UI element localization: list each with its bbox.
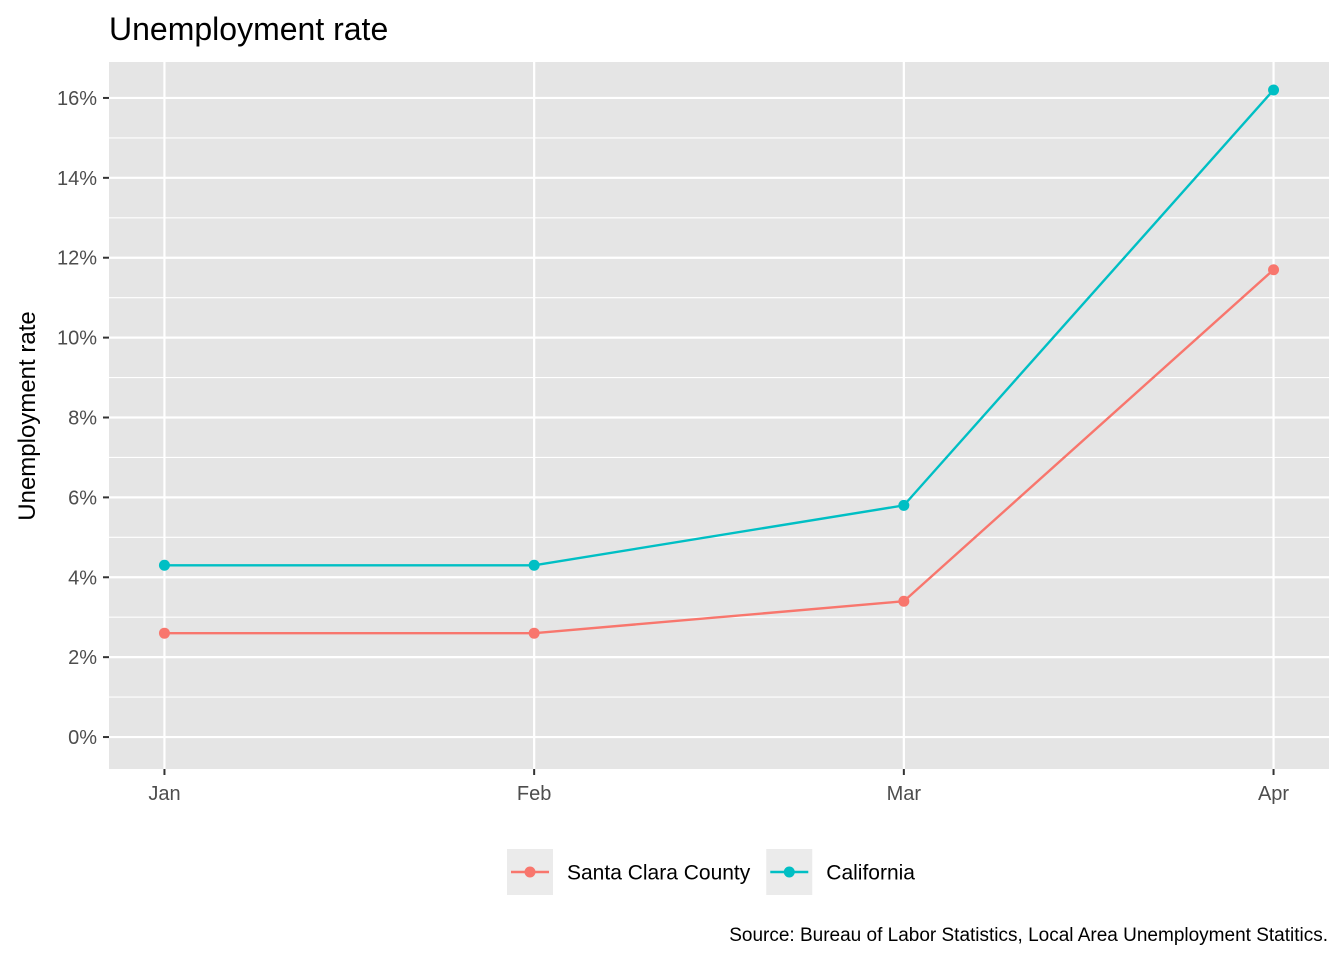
- y-tick-label: 0%: [68, 727, 97, 749]
- legend-item: Santa Clara County: [507, 849, 751, 895]
- y-tick-label: 10%: [57, 328, 97, 350]
- data-point: [158, 627, 170, 639]
- x-tick-label: Mar: [887, 783, 922, 805]
- data-point: [528, 559, 540, 571]
- data-point: [528, 627, 540, 639]
- series-santa-clara-county: [158, 264, 1280, 639]
- data-point: [1268, 264, 1280, 276]
- legend-key-point: [783, 866, 795, 878]
- y-axis: 0% 2% 4% 6% 8% 10% 12% 14% 16%: [57, 88, 109, 749]
- series-layer: [158, 84, 1280, 639]
- y-tick-label: 14%: [57, 168, 97, 190]
- legend-label: Santa Clara County: [567, 862, 751, 885]
- x-tick-label: Jan: [148, 783, 180, 805]
- series-line: [164, 89, 1275, 567]
- legend-key-point: [524, 866, 536, 878]
- data-point: [898, 499, 910, 511]
- y-tick-label: 16%: [57, 88, 97, 110]
- chart-title: Unemployment rate: [109, 11, 388, 47]
- legend: Santa Clara County California: [507, 849, 915, 895]
- data-point: [158, 559, 170, 571]
- series-line: [164, 268, 1275, 635]
- data-point: [898, 595, 910, 607]
- y-tick-label: 2%: [68, 647, 97, 669]
- major-gridlines: [109, 62, 1329, 769]
- legend-item: California: [766, 849, 915, 895]
- minor-gridlines: [109, 137, 1329, 698]
- x-tick-label: Feb: [517, 783, 551, 805]
- y-tick-label: 6%: [68, 487, 97, 509]
- x-tick-label: Apr: [1258, 783, 1289, 805]
- y-tick-label: 8%: [68, 407, 97, 429]
- plot-panel: [109, 62, 1329, 769]
- chart-caption: Source: Bureau of Labor Statistics, Loca…: [729, 925, 1328, 946]
- y-axis-title: Unemployment rate: [14, 311, 41, 520]
- x-axis: Jan Feb Mar Apr: [148, 769, 1289, 805]
- y-tick-label: 12%: [57, 248, 97, 270]
- series-california: [158, 84, 1280, 571]
- data-point: [1268, 84, 1280, 96]
- legend-label: California: [826, 862, 915, 885]
- y-tick-label: 4%: [68, 567, 97, 589]
